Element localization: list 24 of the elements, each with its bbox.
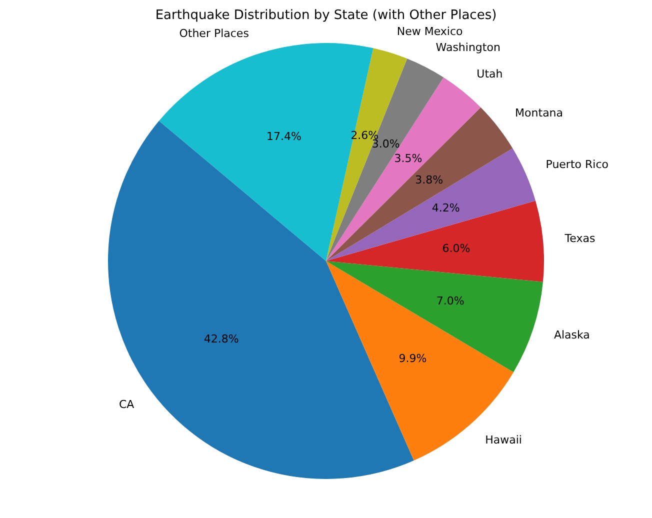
pie-slice [326,200,544,282]
data-label: 4.2% [432,202,460,215]
slice-label: Hawaii [485,433,522,446]
slice-label: New Mexico [396,24,464,38]
data-label: 3.8% [415,174,444,187]
data-label: 7.0% [436,294,464,308]
data-label: 9.9% [398,352,427,365]
slice-label: Washington [436,40,500,54]
slice-label: Utah [476,67,503,80]
pie-slice [326,77,481,261]
data-label: 42.8% [204,332,239,346]
slice-label: CA [118,398,135,411]
chart-title: Earthquake Distribution by State (with Other Places) [155,8,497,23]
slice-label: Alaska [554,328,590,342]
slice-label: Puerto Rico [546,158,609,172]
data-label: 3.5% [394,152,422,166]
slice-label: Texas [564,232,596,245]
pie-slice [326,261,543,372]
data-label: 6.0% [442,242,470,255]
slice-label: Other Places [179,26,250,40]
data-label: 17.4% [266,130,302,144]
pie-slice [326,107,513,261]
pie-slice [326,148,536,261]
slice-label: Montana [515,106,564,120]
